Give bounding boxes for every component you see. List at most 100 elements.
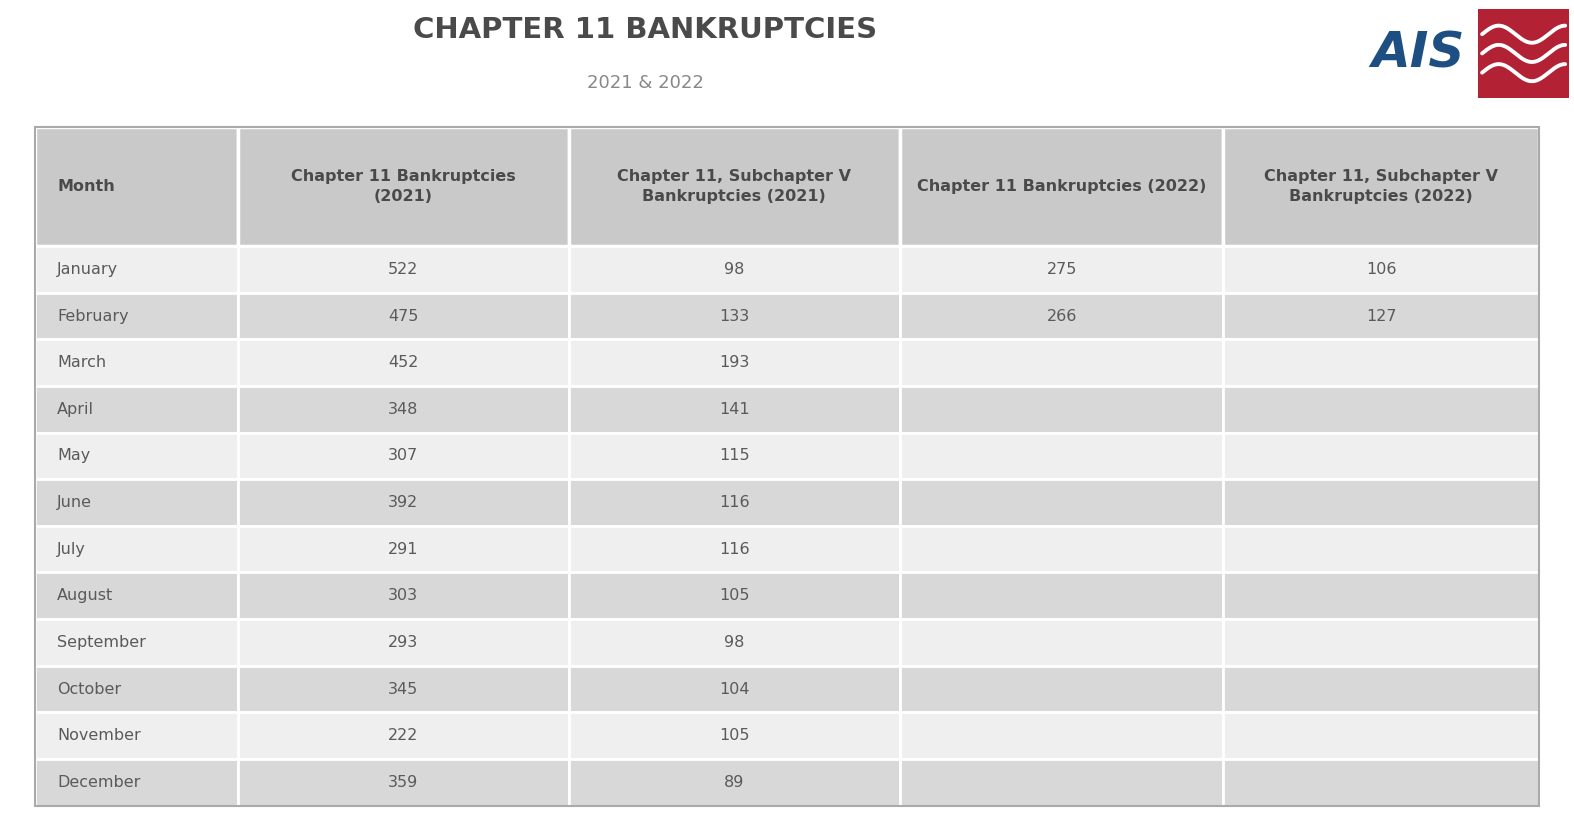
Bar bbox=[35, 432, 238, 479]
Text: 105: 105 bbox=[719, 728, 749, 743]
Bar bbox=[35, 246, 238, 293]
Bar bbox=[900, 432, 1223, 479]
Bar bbox=[238, 619, 568, 666]
Bar bbox=[900, 127, 1223, 246]
Text: October: October bbox=[57, 681, 121, 696]
Bar bbox=[568, 666, 900, 713]
Bar bbox=[900, 386, 1223, 432]
Bar bbox=[1223, 713, 1539, 759]
Bar bbox=[568, 759, 900, 806]
Text: January: January bbox=[57, 262, 118, 277]
Text: 133: 133 bbox=[719, 308, 749, 324]
Text: Chapter 11, Subchapter V
Bankruptcies (2021): Chapter 11, Subchapter V Bankruptcies (2… bbox=[617, 169, 852, 204]
Bar bbox=[568, 339, 900, 386]
Bar bbox=[900, 339, 1223, 386]
Bar bbox=[35, 339, 238, 386]
Bar bbox=[1223, 293, 1539, 339]
Bar bbox=[900, 666, 1223, 713]
Bar bbox=[1223, 127, 1539, 246]
Bar bbox=[1223, 759, 1539, 806]
Bar bbox=[35, 293, 238, 339]
Text: 105: 105 bbox=[719, 589, 749, 603]
Text: 115: 115 bbox=[719, 448, 749, 464]
Text: 2021 & 2022: 2021 & 2022 bbox=[587, 74, 704, 92]
Bar bbox=[568, 386, 900, 432]
Bar bbox=[238, 293, 568, 339]
Text: 359: 359 bbox=[389, 775, 419, 790]
Bar bbox=[568, 246, 900, 293]
Bar bbox=[35, 386, 238, 432]
Text: 193: 193 bbox=[719, 355, 749, 370]
Bar bbox=[238, 479, 568, 526]
Text: 89: 89 bbox=[724, 775, 745, 790]
Text: 522: 522 bbox=[389, 262, 419, 277]
Text: 141: 141 bbox=[719, 402, 749, 417]
Text: February: February bbox=[57, 308, 129, 324]
Text: 98: 98 bbox=[724, 635, 745, 650]
Bar bbox=[1223, 572, 1539, 619]
Text: 222: 222 bbox=[389, 728, 419, 743]
Bar bbox=[900, 619, 1223, 666]
Bar bbox=[238, 432, 568, 479]
Text: 266: 266 bbox=[1047, 308, 1077, 324]
Bar bbox=[568, 713, 900, 759]
Bar bbox=[900, 293, 1223, 339]
Bar bbox=[238, 713, 568, 759]
Text: CHAPTER 11 BANKRUPTCIES: CHAPTER 11 BANKRUPTCIES bbox=[414, 16, 877, 44]
Text: Chapter 11, Subchapter V
Bankruptcies (2022): Chapter 11, Subchapter V Bankruptcies (2… bbox=[1264, 169, 1498, 204]
Bar bbox=[238, 339, 568, 386]
Bar bbox=[568, 526, 900, 572]
Text: 275: 275 bbox=[1047, 262, 1077, 277]
Text: AIS: AIS bbox=[1371, 30, 1464, 77]
Text: March: March bbox=[57, 355, 107, 370]
Bar bbox=[238, 127, 568, 246]
Bar bbox=[1223, 479, 1539, 526]
Bar bbox=[568, 127, 900, 246]
Bar bbox=[1223, 386, 1539, 432]
Bar bbox=[1223, 619, 1539, 666]
Text: December: December bbox=[57, 775, 140, 790]
Text: Chapter 11 Bankruptcies (2022): Chapter 11 Bankruptcies (2022) bbox=[918, 179, 1206, 194]
Bar bbox=[1223, 526, 1539, 572]
Text: Chapter 11 Bankruptcies
(2021): Chapter 11 Bankruptcies (2021) bbox=[291, 169, 516, 204]
Bar bbox=[568, 479, 900, 526]
Text: July: July bbox=[57, 542, 87, 556]
Text: September: September bbox=[57, 635, 146, 650]
Bar bbox=[900, 526, 1223, 572]
Bar bbox=[238, 386, 568, 432]
Bar bbox=[900, 572, 1223, 619]
Text: 452: 452 bbox=[389, 355, 419, 370]
Bar bbox=[35, 526, 238, 572]
Bar bbox=[568, 572, 900, 619]
Bar bbox=[35, 619, 238, 666]
Text: May: May bbox=[57, 448, 90, 464]
Text: June: June bbox=[57, 495, 93, 510]
Text: Month: Month bbox=[57, 179, 115, 194]
Text: 116: 116 bbox=[719, 542, 749, 556]
Text: 345: 345 bbox=[389, 681, 419, 696]
Text: 104: 104 bbox=[719, 681, 749, 696]
Text: November: November bbox=[57, 728, 142, 743]
Bar bbox=[900, 479, 1223, 526]
Text: 106: 106 bbox=[1366, 262, 1396, 277]
Text: 348: 348 bbox=[389, 402, 419, 417]
Text: 291: 291 bbox=[389, 542, 419, 556]
Text: 475: 475 bbox=[389, 308, 419, 324]
Bar bbox=[1223, 432, 1539, 479]
Bar bbox=[35, 666, 238, 713]
Text: 127: 127 bbox=[1366, 308, 1396, 324]
Bar bbox=[1223, 666, 1539, 713]
Text: 98: 98 bbox=[724, 262, 745, 277]
Bar bbox=[900, 713, 1223, 759]
Bar bbox=[35, 572, 238, 619]
Bar bbox=[1223, 246, 1539, 293]
Text: 392: 392 bbox=[389, 495, 419, 510]
Bar bbox=[238, 572, 568, 619]
Bar bbox=[35, 713, 238, 759]
Bar bbox=[238, 246, 568, 293]
Bar bbox=[35, 127, 238, 246]
Bar bbox=[900, 246, 1223, 293]
Text: August: August bbox=[57, 589, 113, 603]
Text: 116: 116 bbox=[719, 495, 749, 510]
Text: April: April bbox=[57, 402, 94, 417]
